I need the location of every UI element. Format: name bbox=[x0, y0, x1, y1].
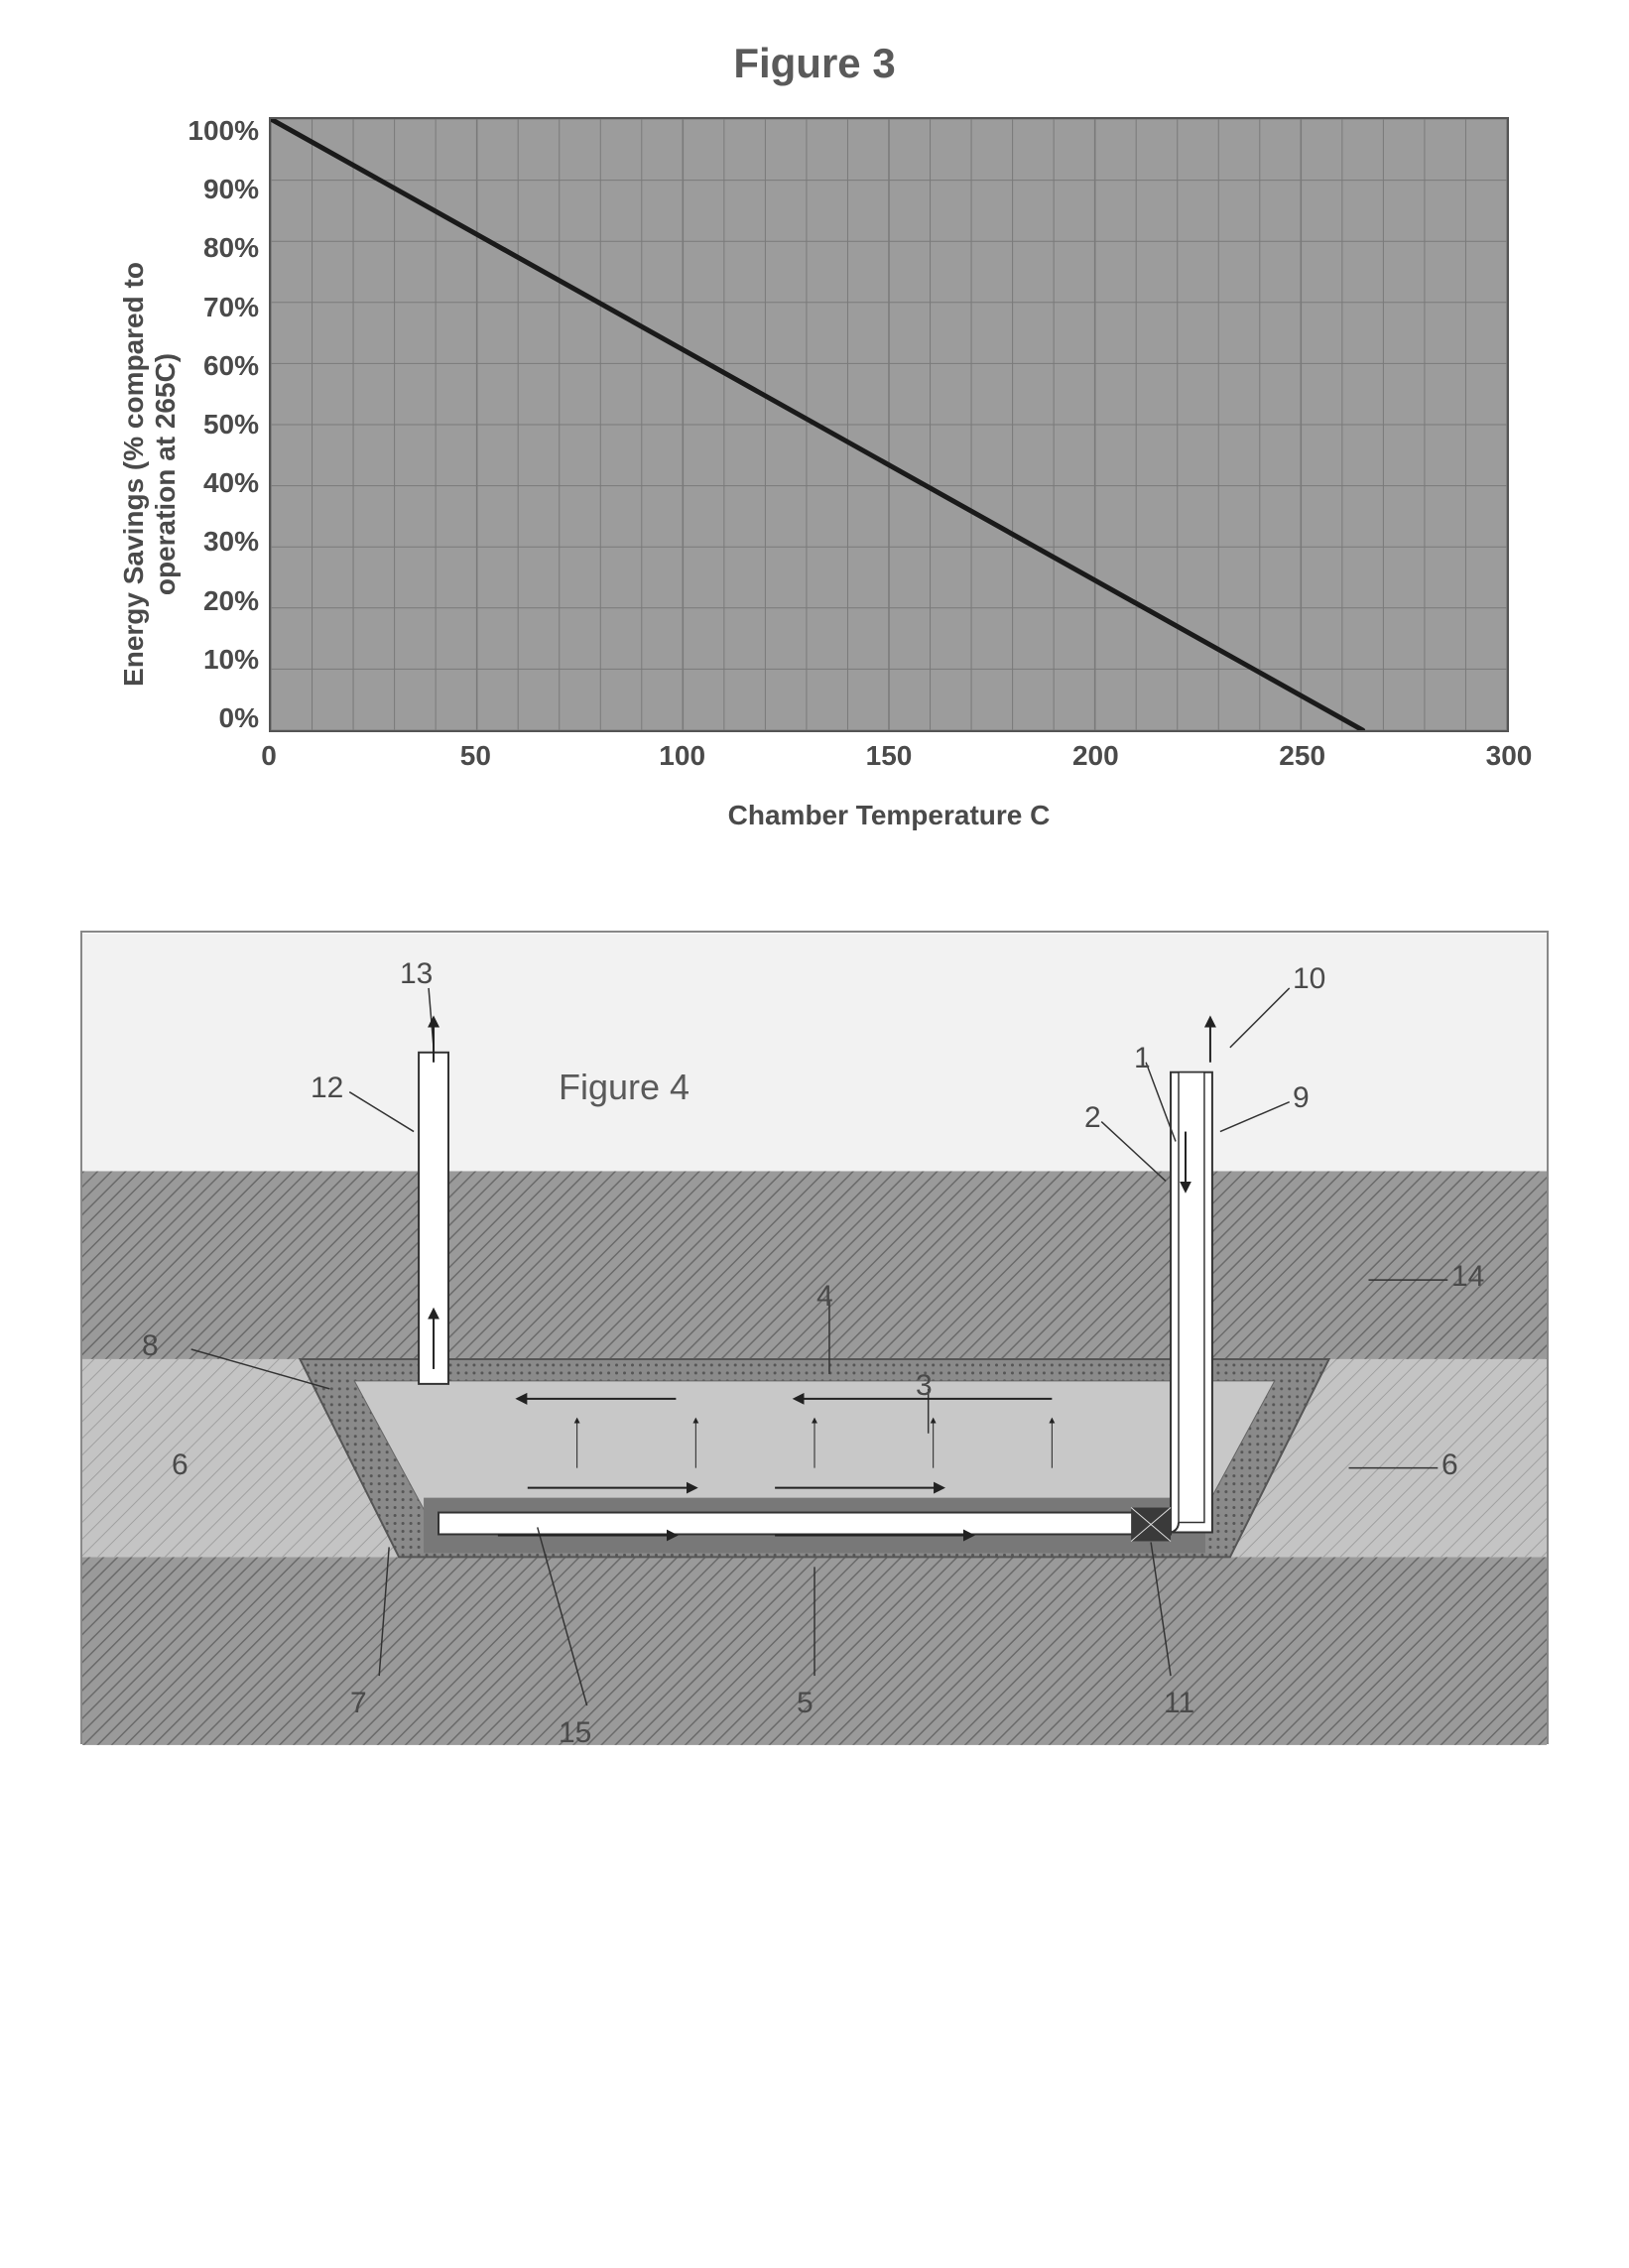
y-axis-label: Energy Savings (% compared to operation … bbox=[118, 262, 182, 687]
callout-12: 12 bbox=[311, 1071, 343, 1105]
callout-6: 6 bbox=[172, 1449, 188, 1482]
y-tick: 70% bbox=[203, 294, 259, 321]
diagram-svg bbox=[82, 933, 1547, 1746]
callout-4: 4 bbox=[816, 1280, 833, 1314]
x-tick: 0 bbox=[261, 740, 277, 772]
figure-4: Figure 4 1312867155116149101243 bbox=[79, 931, 1550, 1744]
callout-14: 14 bbox=[1451, 1260, 1484, 1294]
x-tick: 300 bbox=[1486, 740, 1533, 772]
y-tick: 90% bbox=[203, 176, 259, 203]
plot-area bbox=[269, 117, 1509, 732]
x-axis-label: Chamber Temperature C bbox=[269, 800, 1509, 831]
figure-3-title: Figure 3 bbox=[79, 40, 1550, 87]
callout-11: 11 bbox=[1164, 1687, 1194, 1720]
callout-15: 15 bbox=[559, 1716, 591, 1750]
y-tick: 50% bbox=[203, 411, 259, 439]
callout-8: 8 bbox=[142, 1329, 159, 1363]
diagram-container: Figure 4 1312867155116149101243 bbox=[80, 931, 1549, 1744]
y-tick: 10% bbox=[203, 646, 259, 674]
x-tick: 100 bbox=[659, 740, 705, 772]
x-tick: 250 bbox=[1279, 740, 1325, 772]
y-tick: 100% bbox=[188, 117, 259, 145]
callout-9: 9 bbox=[1293, 1081, 1310, 1115]
figure-3: Figure 3 Energy Savings (% compared to o… bbox=[79, 40, 1550, 831]
x-axis-ticks: 050100150200250300 bbox=[269, 740, 1509, 780]
x-tick: 200 bbox=[1072, 740, 1119, 772]
plot-column: 050100150200250300 Chamber Temperature C bbox=[269, 117, 1509, 831]
callout-1: 1 bbox=[1134, 1042, 1151, 1075]
callout-3: 3 bbox=[916, 1369, 933, 1403]
y-tick: 40% bbox=[203, 469, 259, 497]
callout-13: 13 bbox=[400, 957, 433, 991]
callout-5: 5 bbox=[797, 1687, 814, 1720]
callout-7: 7 bbox=[350, 1687, 367, 1720]
y-tick: 0% bbox=[219, 704, 259, 732]
figure-4-title: Figure 4 bbox=[559, 1067, 689, 1108]
x-tick: 50 bbox=[460, 740, 491, 772]
y-axis-label-col: Energy Savings (% compared to operation … bbox=[120, 117, 180, 831]
chart-svg bbox=[271, 119, 1507, 730]
y-tick: 20% bbox=[203, 587, 259, 615]
callout-6: 6 bbox=[1441, 1449, 1458, 1482]
y-axis-label-text: Energy Savings (% compared to operation … bbox=[118, 262, 181, 687]
chart-container: Energy Savings (% compared to operation … bbox=[120, 117, 1509, 831]
x-tick: 150 bbox=[866, 740, 913, 772]
y-axis-ticks: 100% 90% 80% 70% 60% 50% 40% 30% 20% 10% 0% bbox=[180, 117, 269, 732]
callout-10: 10 bbox=[1293, 962, 1325, 996]
y-tick: 30% bbox=[203, 528, 259, 556]
y-tick: 80% bbox=[203, 234, 259, 262]
callout-2: 2 bbox=[1084, 1101, 1101, 1135]
y-tick: 60% bbox=[203, 352, 259, 380]
